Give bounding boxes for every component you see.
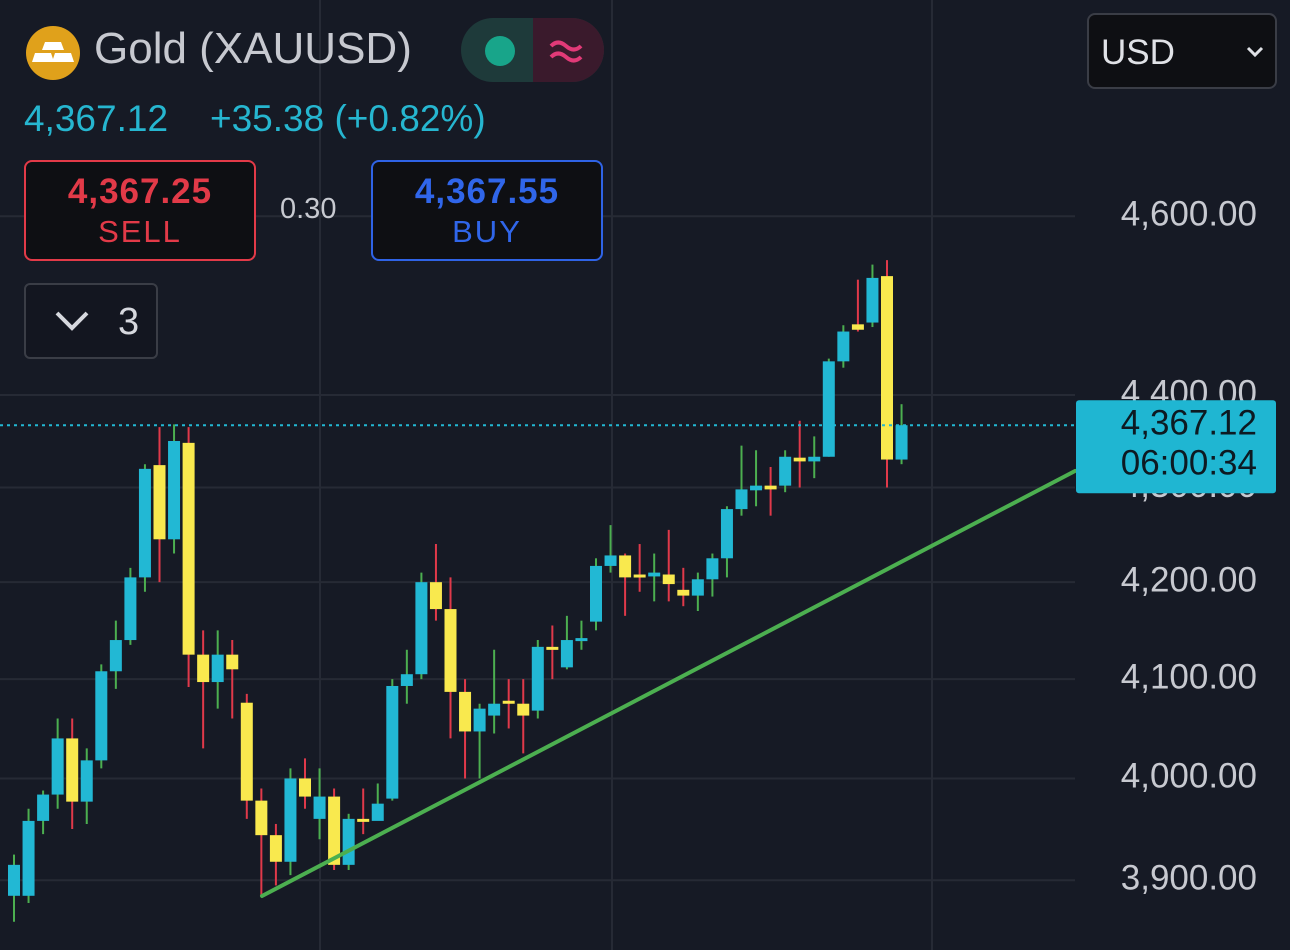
- candle-body: [473, 708, 486, 732]
- candle-body: [226, 654, 239, 670]
- candle-body: [37, 794, 50, 821]
- candle-body: [502, 700, 515, 704]
- trend-line: [260, 469, 1077, 898]
- candle-body: [531, 646, 544, 711]
- candle-body: [182, 442, 195, 655]
- sell-button[interactable]: 4,367.25 SELL: [24, 160, 256, 261]
- candle-body: [633, 574, 646, 578]
- candle-body: [575, 638, 588, 642]
- currency: USD: [1101, 33, 1175, 72]
- gold-bars: [32, 42, 74, 62]
- buy-button[interactable]: 4,367.55 BUY: [371, 160, 603, 261]
- candle-body: [240, 702, 253, 801]
- candle-body: [793, 457, 806, 462]
- candle-body: [328, 796, 341, 865]
- collapse-count: 3: [118, 301, 140, 343]
- candle-body: [677, 589, 690, 596]
- candle-body: [560, 640, 573, 668]
- candle-body: [255, 800, 268, 836]
- candle-body: [22, 820, 35, 896]
- candle-body: [109, 640, 122, 672]
- candle-body: [720, 509, 733, 559]
- candle-body: [822, 361, 835, 457]
- candle-body: [66, 738, 79, 802]
- candle-body: [764, 485, 777, 490]
- candle-body: [168, 441, 181, 540]
- candle-body: [95, 671, 108, 761]
- candle-body: [269, 835, 282, 862]
- buy-price: 4,367.55: [414, 172, 560, 211]
- y-tick-label: 4,200.00: [1121, 560, 1257, 599]
- candle-body: [138, 468, 151, 578]
- candle-body: [197, 654, 210, 683]
- candle-body: [400, 674, 413, 686]
- candle-body: [459, 691, 472, 732]
- badge-price: 4,367.12: [1121, 403, 1257, 442]
- candle-body: [429, 582, 442, 610]
- candle-body: [779, 456, 792, 486]
- candle-body: [488, 703, 501, 716]
- chevron-down: [55, 311, 89, 331]
- candle-body: [8, 864, 20, 896]
- candle-body: [299, 778, 311, 797]
- status-toggle[interactable]: [461, 18, 604, 82]
- candle-body: [80, 760, 93, 802]
- candles: [8, 260, 908, 922]
- y-tick-label: 4,000.00: [1121, 757, 1257, 796]
- badge-countdown: 06:00:34: [1121, 443, 1257, 482]
- price-change: +35.38 (+0.82%): [210, 98, 486, 139]
- candle-body: [51, 738, 64, 795]
- candle-body: [881, 276, 893, 460]
- candle-body: [517, 703, 530, 716]
- candle-body: [284, 778, 297, 862]
- candle-body: [662, 574, 675, 585]
- candle-body: [386, 685, 399, 799]
- y-tick-label: 3,900.00: [1121, 859, 1257, 898]
- badge-bg: [1076, 400, 1276, 494]
- sell-label: SELL: [98, 214, 182, 249]
- candle-body: [735, 489, 748, 510]
- candle-body: [808, 456, 821, 462]
- y-tick-label: 4,100.00: [1121, 657, 1257, 696]
- market-open-dot: [485, 36, 515, 66]
- buy-label: BUY: [452, 214, 522, 249]
- collapse-button[interactable]: 3: [24, 283, 158, 359]
- candle-body: [444, 609, 457, 692]
- sell-price: 4,367.25: [67, 172, 213, 211]
- candle-body: [691, 579, 704, 596]
- candle-body: [648, 572, 661, 577]
- spread: 0.30: [280, 193, 337, 225]
- grid: [319, 0, 933, 950]
- candle-body: [415, 582, 428, 675]
- candle-body: [604, 555, 617, 566]
- candle-body: [313, 796, 326, 819]
- currency-select[interactable]: USD: [1087, 13, 1277, 89]
- candle-body: [357, 818, 370, 822]
- candle-body: [371, 803, 384, 821]
- candle-body: [211, 654, 224, 683]
- candle-body: [837, 331, 850, 362]
- candle-body: [619, 555, 632, 578]
- candle-body: [866, 277, 879, 323]
- y-tick-label: 4,600.00: [1121, 194, 1257, 233]
- last-price: 4,367.12: [24, 98, 169, 139]
- candle-body: [851, 324, 864, 330]
- chevron-down: [1246, 46, 1264, 58]
- symbol-title: Gold (XAUUSD): [94, 24, 412, 73]
- wave-icon: [549, 40, 583, 63]
- candle-body: [546, 646, 559, 650]
- gold-icon: [26, 26, 80, 80]
- candle-body: [706, 558, 719, 580]
- candle-body: [590, 565, 602, 622]
- candle-body: [153, 465, 166, 540]
- candle-body: [124, 577, 137, 641]
- candle-body: [895, 425, 908, 460]
- y-axis: 3,900.004,000.004,100.004,200.004,300.00…: [0, 194, 1257, 898]
- candle-body: [342, 818, 355, 865]
- candle-body: [750, 485, 763, 491]
